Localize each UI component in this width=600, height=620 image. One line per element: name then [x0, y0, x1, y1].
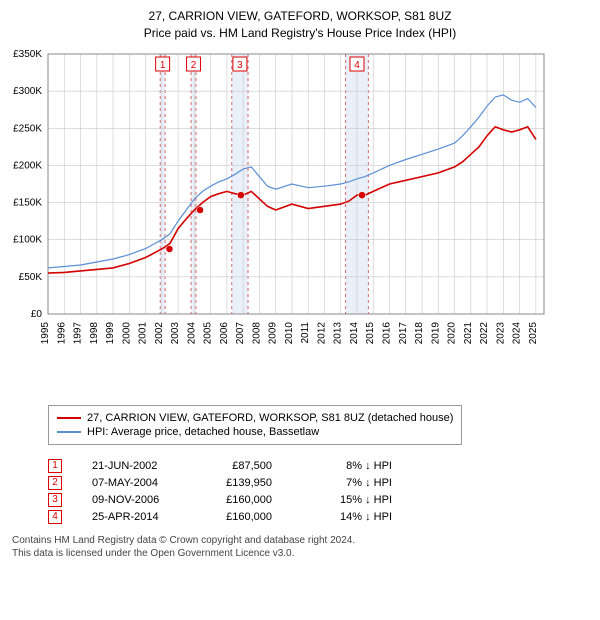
- xtick-label: 2010: [284, 321, 295, 344]
- sale-diff: 8% ↓ HPI: [302, 460, 392, 472]
- band-marker-label: 3: [237, 60, 243, 71]
- sale-diff: 14% ↓ HPI: [302, 511, 392, 523]
- legend-row: 27, CARRION VIEW, GATEFORD, WORKSOP, S81…: [57, 412, 453, 424]
- sale-marker: 4: [48, 510, 62, 524]
- xtick-label: 2022: [479, 321, 490, 344]
- sale-point: [237, 191, 244, 198]
- title-line-1: 27, CARRION VIEW, GATEFORD, WORKSOP, S81…: [8, 8, 592, 25]
- xtick-label: 2008: [251, 321, 262, 344]
- sale-point: [166, 245, 173, 252]
- xtick-label: 2001: [138, 321, 149, 344]
- xtick-label: 2020: [447, 321, 458, 344]
- ytick-label: £200K: [13, 160, 42, 171]
- legend: 27, CARRION VIEW, GATEFORD, WORKSOP, S81…: [48, 405, 462, 445]
- sale-marker: 3: [48, 493, 62, 507]
- footer-line-1: Contains HM Land Registry data © Crown c…: [12, 534, 592, 548]
- xtick-label: 2023: [495, 321, 506, 344]
- sale-price: £139,950: [212, 477, 272, 489]
- band-marker-label: 1: [160, 60, 166, 71]
- xtick-label: 2016: [382, 321, 393, 344]
- ytick-label: £0: [31, 309, 43, 320]
- sale-marker: 1: [48, 459, 62, 473]
- sale-date: 07-MAY-2004: [92, 477, 182, 489]
- sale-band: [160, 54, 165, 314]
- xtick-label: 2000: [121, 321, 132, 344]
- plot-border: [48, 54, 544, 314]
- sale-date: 21-JUN-2002: [92, 460, 182, 472]
- chart-area: £0 £50K £100K £150K £200K £250K £300K £350K 1995…: [8, 48, 592, 397]
- chart-title-block: 27, CARRION VIEW, GATEFORD, WORKSOP, S81…: [8, 8, 592, 42]
- sale-marker: 2: [48, 476, 62, 490]
- legend-label: 27, CARRION VIEW, GATEFORD, WORKSOP, S81…: [87, 412, 453, 424]
- legend-swatch: [57, 431, 81, 433]
- title-line-2: Price paid vs. HM Land Registry's House …: [8, 25, 592, 42]
- sales-table: 1 21-JUN-2002 £87,500 8% ↓ HPI 2 07-MAY-2004 £…: [48, 459, 592, 524]
- legend-swatch: [57, 417, 81, 419]
- sale-price: £160,000: [212, 494, 272, 506]
- ytick-label: £350K: [13, 49, 42, 60]
- legend-row: HPI: Average price, detached house, Bass…: [57, 426, 453, 438]
- sale-row: 3 09-NOV-2006 £160,000 15% ↓ HPI: [48, 493, 592, 507]
- ytick-label: £150K: [13, 197, 42, 208]
- legend-label: HPI: Average price, detached house, Bass…: [87, 426, 319, 438]
- xtick-label: 2004: [186, 321, 197, 344]
- xtick-label: 2025: [528, 321, 539, 344]
- band-marker-label: 4: [354, 60, 360, 71]
- sale-price: £87,500: [212, 460, 272, 472]
- sale-row: 1 21-JUN-2002 £87,500 8% ↓ HPI: [48, 459, 592, 473]
- sale-band: [191, 54, 196, 314]
- xtick-label: 2002: [154, 321, 165, 344]
- price-chart: £0 £50K £100K £150K £200K £250K £300K £350K 1995…: [8, 48, 584, 394]
- xtick-label: 2007: [235, 321, 246, 344]
- sale-date: 09-NOV-2006: [92, 494, 182, 506]
- sale-point: [197, 206, 204, 213]
- xtick-label: 2012: [316, 321, 327, 344]
- sale-price: £160,000: [212, 511, 272, 523]
- xtick-label: 2009: [268, 321, 279, 344]
- footer-attribution: Contains HM Land Registry data © Crown c…: [12, 534, 592, 561]
- xtick-label: 2017: [398, 321, 409, 344]
- ytick-label: £250K: [13, 123, 42, 134]
- xtick-label: 1997: [73, 321, 84, 344]
- xtick-label: 2013: [333, 321, 344, 344]
- xtick-label: 1996: [56, 321, 67, 344]
- xtick-label: 2014: [349, 321, 360, 344]
- band-marker-label: 2: [191, 60, 197, 71]
- sale-point: [359, 191, 366, 198]
- xtick-label: 2015: [365, 321, 376, 344]
- xtick-label: 1999: [105, 321, 116, 344]
- sale-diff: 7% ↓ HPI: [302, 477, 392, 489]
- sale-band: [232, 54, 248, 314]
- xtick-label: 2021: [463, 321, 474, 344]
- xtick-label: 2019: [430, 321, 441, 344]
- xtick-label: 2024: [512, 321, 523, 344]
- footer-line-2: This data is licensed under the Open Gov…: [12, 547, 592, 561]
- xtick-label: 2005: [203, 321, 214, 344]
- xtick-label: 2006: [219, 321, 230, 344]
- xtick-label: 2018: [414, 321, 425, 344]
- sale-row: 2 07-MAY-2004 £139,950 7% ↓ HPI: [48, 476, 592, 490]
- xtick-label: 2011: [300, 321, 311, 343]
- sale-diff: 15% ↓ HPI: [302, 494, 392, 506]
- sale-date: 25-APR-2014: [92, 511, 182, 523]
- sale-row: 4 25-APR-2014 £160,000 14% ↓ HPI: [48, 510, 592, 524]
- ytick-label: £300K: [13, 86, 42, 97]
- xtick-label: 1995: [40, 321, 51, 344]
- xtick-label: 1998: [89, 321, 100, 344]
- xtick-label: 2003: [170, 321, 181, 344]
- ytick-label: £100K: [13, 234, 42, 245]
- ytick-label: £50K: [19, 271, 43, 282]
